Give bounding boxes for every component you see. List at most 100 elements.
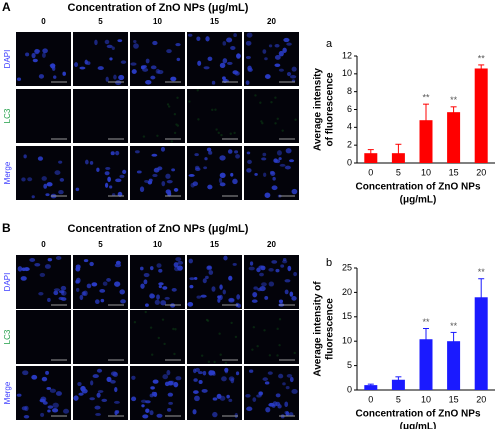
lc3-spot: [278, 317, 282, 321]
cell-nucleus: [246, 168, 252, 173]
cell-nucleus: [43, 183, 48, 189]
cell-nucleus: [173, 188, 179, 192]
cell-nucleus: [262, 49, 267, 54]
cell-nucleus: [89, 161, 94, 165]
cell-nucleus: [23, 267, 30, 272]
cell-nucleus: [222, 58, 228, 64]
cell-nucleus: [285, 385, 290, 390]
cell-nucleus: [264, 74, 271, 80]
cell-nucleus: [122, 169, 127, 175]
row-label: Merge: [3, 161, 12, 184]
cell-nucleus: [217, 297, 221, 303]
cell-nucleus: [92, 374, 99, 379]
column-header: 0: [41, 240, 46, 249]
cell-nucleus: [131, 69, 137, 74]
cell-nucleus: [289, 291, 294, 297]
cell-nucleus: [198, 371, 203, 375]
cell-nucleus: [253, 286, 258, 290]
cell-nucleus: [113, 400, 120, 404]
micrograph: [130, 366, 185, 420]
cell-nucleus: [102, 281, 108, 286]
lc3-spot: [274, 122, 277, 125]
cell-nucleus: [277, 404, 282, 409]
row-label: DAPI: [3, 50, 12, 69]
lc3-spot: [163, 342, 166, 346]
cell-nucleus: [25, 52, 30, 57]
cell-nucleus: [219, 284, 223, 290]
row-label: LC3: [3, 108, 12, 123]
cell-nucleus: [285, 148, 292, 154]
cell-nucleus: [246, 32, 253, 38]
micrograph: [73, 146, 128, 200]
cell-nucleus: [264, 381, 270, 385]
cell-nucleus: [227, 149, 233, 154]
cell-nucleus: [82, 290, 88, 297]
y-tick-label: 25: [342, 262, 352, 272]
cell-nucleus: [264, 192, 271, 198]
cell-nucleus: [176, 57, 181, 62]
cell-nucleus: [22, 370, 29, 376]
cell-nucleus: [115, 410, 120, 414]
cell-nucleus: [282, 47, 287, 53]
cell-nucleus: [156, 294, 160, 300]
cell-nucleus: [141, 404, 145, 408]
lc3-spot: [142, 135, 146, 138]
cell-nucleus: [202, 278, 207, 284]
bar: [474, 68, 488, 163]
cell-nucleus: [162, 374, 169, 380]
cell-nucleus: [258, 265, 265, 269]
x-tick-label: 20: [476, 167, 486, 177]
lc3-spot: [219, 353, 222, 356]
lc3-spot: [175, 123, 178, 126]
cell-nucleus: [75, 187, 80, 192]
cell-nucleus: [271, 185, 278, 191]
cell-nucleus: [139, 186, 145, 193]
cell-nucleus: [203, 66, 210, 70]
x-tick-label: 0: [368, 394, 373, 404]
cell-nucleus: [252, 397, 257, 402]
cell-nucleus: [245, 40, 252, 46]
cell-nucleus: [272, 401, 278, 407]
cell-nucleus: [222, 41, 227, 46]
cell-nucleus: [167, 191, 172, 197]
cell-nucleus: [20, 276, 27, 281]
cell-nucleus: [96, 167, 100, 172]
cell-nucleus: [194, 165, 200, 170]
cell-nucleus: [291, 389, 298, 394]
significance: **: [450, 95, 458, 105]
cell-nucleus: [265, 406, 271, 413]
lc3-spot: [149, 326, 153, 329]
cell-nucleus: [226, 61, 233, 65]
cell-nucleus: [228, 398, 233, 402]
y-axis-label: fluorescence: [325, 298, 336, 360]
micrograph: [187, 89, 242, 143]
bar: [419, 120, 433, 163]
lc3-spot: [261, 122, 264, 125]
cell-nucleus: [86, 283, 92, 289]
cell-nucleus: [192, 368, 197, 374]
cell-nucleus: [205, 275, 209, 280]
cell-nucleus: [46, 387, 52, 390]
cell-nucleus: [89, 397, 95, 401]
cell-nucleus: [198, 380, 203, 384]
cell-nucleus: [221, 376, 227, 382]
cell-nucleus: [274, 44, 280, 48]
cell-nucleus: [110, 380, 116, 384]
cell-nucleus: [248, 266, 255, 271]
x-tick-label: 20: [476, 394, 486, 404]
lc3-spot: [268, 354, 272, 357]
micrograph: [244, 310, 299, 364]
row-label: Merge: [3, 381, 12, 404]
cell-nucleus: [16, 393, 22, 397]
cell-nucleus: [264, 57, 268, 61]
cell-nucleus: [130, 62, 137, 66]
lc3-spot: [259, 101, 262, 104]
cell-nucleus: [99, 289, 106, 293]
column-header: 10: [153, 240, 162, 249]
cell-nucleus: [106, 278, 111, 282]
panel-title: Concentration of ZnO NPs (μg/mL): [68, 223, 249, 235]
cell-nucleus: [53, 290, 59, 296]
cell-nucleus: [289, 74, 297, 79]
bar: [364, 385, 378, 390]
cell-nucleus: [207, 184, 213, 190]
